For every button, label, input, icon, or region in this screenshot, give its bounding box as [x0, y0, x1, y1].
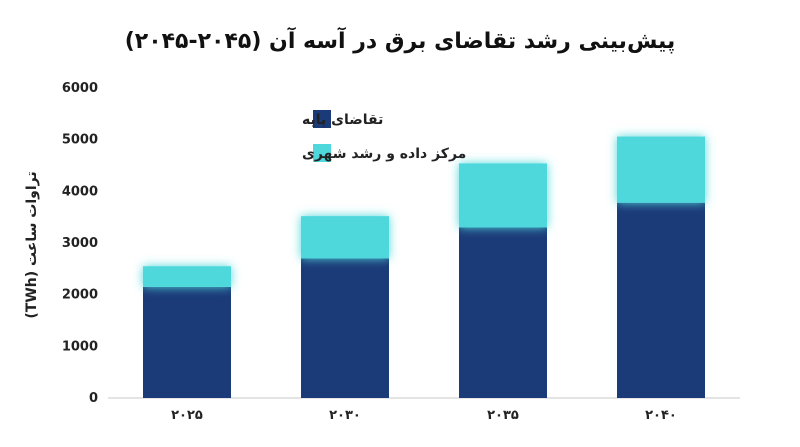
- y-axis-label: تراوات ساعت (TWh): [24, 171, 40, 318]
- bars-group: [143, 136, 705, 398]
- y-tick-label: 3000: [62, 236, 98, 251]
- bar-segment-base-demand: [301, 258, 389, 398]
- chart-title: پیش‌بینی رشد تقاضای برق در آسه آن (۲۰۴۵-…: [125, 26, 676, 54]
- bar-segment-datacenter-urban: [459, 163, 547, 228]
- y-tick-label: 6000: [62, 81, 98, 96]
- y-tick-label: 4000: [62, 184, 98, 199]
- bar-segment-base-demand: [143, 286, 231, 398]
- bar-segment-base-demand: [459, 227, 547, 398]
- x-tick-label: ۲۰۴۰: [645, 408, 677, 423]
- bar-segment-datacenter-urban: [301, 216, 389, 259]
- x-tick-label: ۲۰۳۰: [329, 408, 361, 423]
- legend: تقاضای پایه مرکز داده و رشد شهری: [302, 110, 466, 162]
- legend-swatch-datacenter-urban: [313, 144, 331, 162]
- y-tick-label: 2000: [62, 288, 98, 303]
- legend-label-base-demand: تقاضای پایه: [302, 112, 383, 128]
- x-tick-label: ۲۰۲۵: [171, 408, 203, 423]
- y-axis-ticks: 0 1000 2000 3000 4000 5000 6000: [62, 81, 98, 406]
- bar-segment-base-demand: [617, 202, 705, 398]
- y-tick-label: 1000: [62, 339, 98, 354]
- y-tick-label: 5000: [62, 133, 98, 148]
- legend-swatch-base-demand: [313, 110, 331, 128]
- legend-label-datacenter-urban: مرکز داده و رشد شهری: [302, 146, 466, 162]
- bar-segment-datacenter-urban: [143, 266, 231, 287]
- x-tick-label: ۲۰۳۵: [487, 408, 519, 423]
- y-tick-label: 0: [89, 391, 98, 406]
- bar-segment-datacenter-urban: [617, 136, 705, 203]
- x-axis-ticks: ۲۰۲۵ ۲۰۳۰ ۲۰۳۵ ۲۰۴۰: [171, 408, 677, 423]
